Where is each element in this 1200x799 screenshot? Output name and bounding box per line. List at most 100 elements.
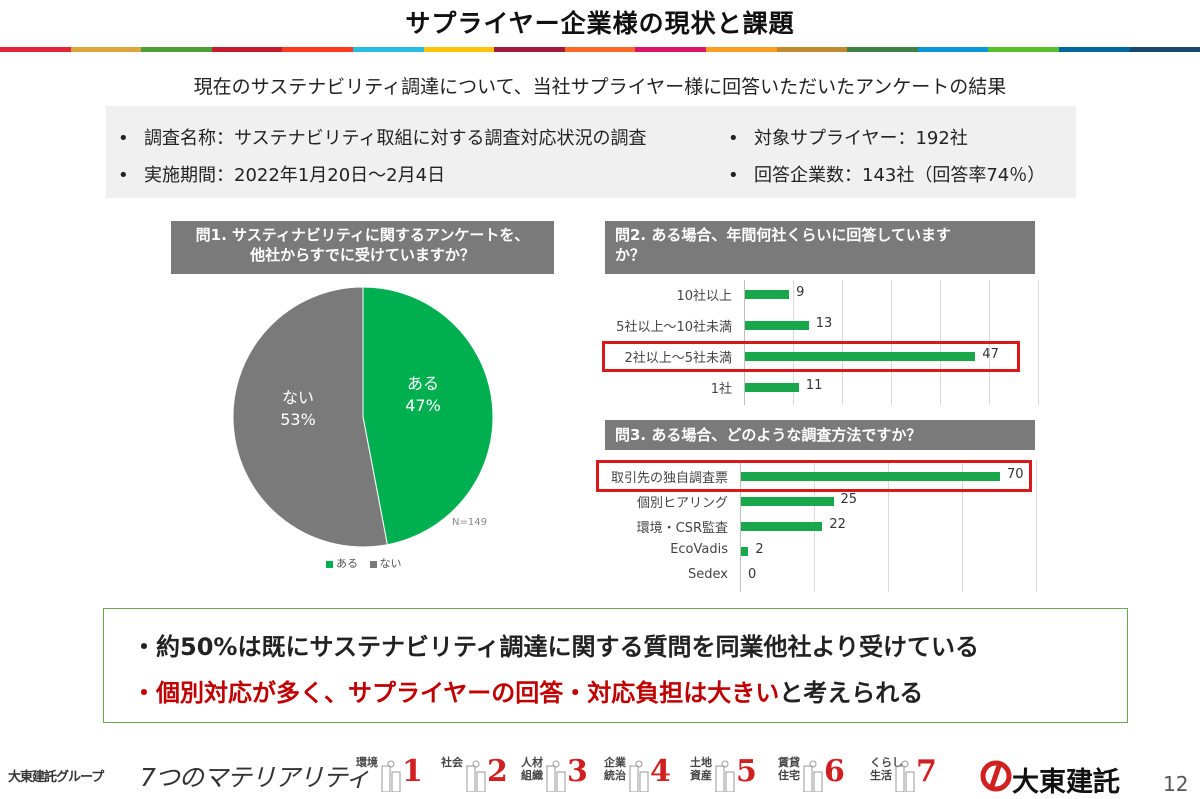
bar-category-label: 環境・CSR監査	[600, 517, 728, 536]
daito-logo-icon	[980, 760, 1012, 792]
info-target: •対象サプライヤー：192社	[728, 124, 968, 150]
bar-value-label: 13	[816, 316, 833, 331]
info-survey-name-text: 調査名称：サステナビリティ取組に対する調査対応状況の調査	[144, 128, 647, 149]
bar-category-label: 個別ヒアリング	[600, 492, 728, 511]
sample-size-label: N=149	[452, 517, 487, 528]
conclusion-line-2: ・個別対応が多く、サプライヤーの回答・対応負担は大きいと考えられる	[132, 673, 923, 708]
materiality-illustration-icon	[463, 760, 489, 792]
bar-category-label: 1社	[600, 378, 732, 397]
page-subtitle: 現在のサステナビリティ調達について、当社サプライヤー様に回答いただいたアンケート…	[0, 72, 1200, 99]
materiality-item: 環境 1	[356, 754, 440, 794]
page-number: 12	[1163, 772, 1188, 796]
stripe-segment	[282, 47, 353, 52]
pie-label-nai: ない 53%	[268, 387, 328, 431]
q2-heading-line2: か？	[615, 245, 1025, 265]
pie-label-aru-name: ある	[393, 373, 453, 395]
q3-highlight-box	[596, 460, 1032, 492]
info-target-text: 対象サプライヤー：192社	[754, 128, 968, 149]
info-respondents-text: 回答企業数：143社（回答率74％）	[754, 165, 1045, 186]
conclusion-box: ・約50%は既にサステナビリティ調達に関する質問を同業他社より受けている ・個別…	[103, 608, 1128, 723]
pie-label-nai-name: ない	[268, 387, 328, 409]
footer-materiality-title: 7つのマテリアリティ	[140, 758, 369, 794]
stripe-segment	[494, 47, 565, 52]
stripe-segment	[635, 47, 706, 52]
q2-heading: 問2. ある場合、年間何社くらいに回答しています か？	[605, 221, 1035, 274]
survey-info-box: •調査名称：サステナビリティ取組に対する調査対応状況の調査 •実施期間：2022…	[106, 106, 1076, 198]
materiality-illustration-icon	[543, 760, 569, 792]
stripe-segment	[353, 47, 424, 52]
footer-group-name: 大東建託グループ	[8, 766, 103, 785]
bar-value-label: 11	[806, 378, 823, 393]
q1-heading: 問1. サスティナビリティに関するアンケートを、 他社からすでに受けていますか？	[171, 221, 554, 274]
stripe-segment	[141, 47, 212, 52]
legend-label-aru: ある	[336, 557, 358, 570]
q2-highlight-box	[602, 341, 1020, 372]
materiality-illustration-icon	[892, 760, 918, 792]
pie-label-aru: ある 47%	[393, 373, 453, 417]
gridline	[1038, 280, 1039, 405]
bullet-mark: •	[118, 165, 144, 186]
legend-label-nai: ない	[380, 557, 402, 570]
bar	[745, 321, 809, 330]
pie-label-nai-value: 53%	[268, 409, 328, 431]
page-title: サプライヤー企業様の現状と課題	[0, 4, 1200, 40]
bar-category-label: Sedex	[600, 567, 728, 582]
bar	[741, 547, 748, 556]
materiality-number: 7	[916, 754, 937, 789]
materiality-item: 人材 組織 3	[521, 754, 605, 794]
materiality-illustration-icon	[378, 760, 404, 792]
bar-value-label: 9	[796, 285, 804, 300]
stripe-segment	[1059, 47, 1130, 52]
materiality-number: 6	[824, 754, 845, 789]
bar	[741, 522, 822, 531]
materiality-illustration-icon	[626, 760, 652, 792]
legend-swatch-aru	[326, 561, 333, 568]
bar-category-label: 5社以上～10社未満	[600, 316, 732, 335]
gridline	[1036, 460, 1037, 592]
bullet-mark: •	[118, 128, 144, 149]
bar-category-label: EcoVadis	[600, 542, 728, 557]
color-stripe	[0, 47, 1200, 52]
materiality-number: 4	[650, 754, 671, 789]
info-respondents: •回答企業数：143社（回答率74％）	[728, 161, 1045, 187]
stripe-segment	[706, 47, 777, 52]
q2-heading-line1: 問2. ある場合、年間何社くらいに回答しています	[615, 225, 1025, 245]
stripe-segment	[212, 47, 283, 52]
materiality-label: 社会	[441, 756, 463, 769]
bar-value-label: 22	[829, 517, 846, 532]
info-period-text: 実施期間：2022年1月20日～2月4日	[144, 165, 445, 186]
bar-value-label: 0	[748, 567, 756, 582]
bar-value-label: 25	[841, 492, 858, 507]
stripe-segment	[847, 47, 918, 52]
bar	[741, 497, 834, 506]
materiality-illustration-icon	[800, 760, 826, 792]
info-period: •実施期間：2022年1月20日～2月4日	[118, 161, 445, 187]
stripe-segment	[565, 47, 636, 52]
q1-heading-line2: 他社からすでに受けていますか？	[181, 245, 544, 265]
bar	[745, 383, 799, 392]
materiality-number: 1	[402, 754, 423, 789]
materiality-illustration-icon	[712, 760, 738, 792]
materiality-label: 人材 組織	[521, 756, 543, 782]
bar	[745, 290, 789, 299]
materiality-label: 環境	[356, 756, 378, 769]
pie-label-aru-value: 47%	[393, 395, 453, 417]
stripe-segment	[988, 47, 1059, 52]
materiality-number: 2	[487, 754, 508, 789]
bar-value-label: 2	[755, 542, 763, 557]
q1-heading-line1: 問1. サスティナビリティに関するアンケートを、	[181, 225, 544, 245]
materiality-number: 3	[567, 754, 588, 789]
legend-swatch-nai	[370, 561, 377, 568]
stripe-segment	[1130, 47, 1200, 52]
conclusion-line-2-bullet: ・	[132, 679, 156, 707]
stripe-segment	[777, 47, 848, 52]
conclusion-line-2-emphasis: 個別対応が多く、サプライヤーの回答・対応負担は大きい	[156, 679, 779, 707]
stripe-segment	[918, 47, 989, 52]
materiality-number: 5	[736, 754, 757, 789]
bullet-mark: •	[728, 165, 754, 186]
conclusion-line-2-suffix: と考えられる	[779, 679, 923, 707]
bullet-mark: •	[728, 128, 754, 149]
